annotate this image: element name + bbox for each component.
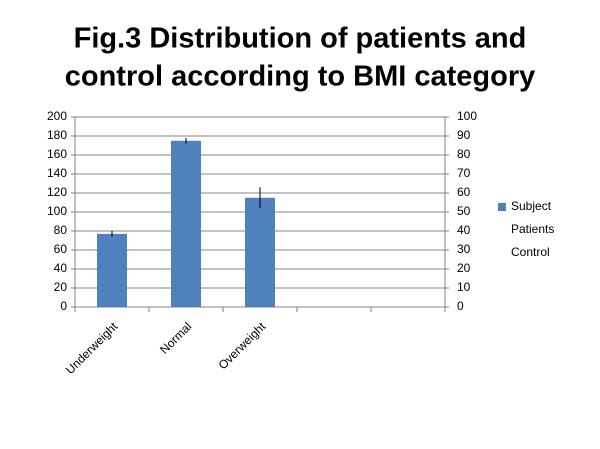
y2-tick-label: 80	[457, 147, 471, 161]
y2-tick-label: 10	[457, 280, 471, 294]
legend-label: Patients	[511, 222, 554, 236]
y2-tick-label: 70	[457, 166, 471, 180]
y2-tick-label: 40	[457, 223, 471, 237]
legend-label: Subject	[511, 199, 552, 213]
x-tick-label: Normal	[157, 319, 194, 356]
y2-tick-label: 20	[457, 261, 471, 275]
y-tick-label: 0	[60, 299, 67, 313]
y2-tick-label: 100	[457, 109, 477, 123]
y2-tick-label: 60	[457, 185, 471, 199]
x-tick-label: Underweight	[63, 319, 121, 377]
y-tick-label: 20	[54, 280, 68, 294]
y-tick-label: 200	[47, 109, 67, 123]
y-tick-label: 120	[47, 185, 67, 199]
legend-swatch	[498, 203, 506, 211]
y-tick-label: 140	[47, 166, 67, 180]
y-tick-label: 180	[47, 128, 67, 142]
y2-tick-label: 30	[457, 242, 471, 256]
y-tick-label: 60	[54, 242, 68, 256]
y-tick-label: 80	[54, 223, 68, 237]
y2-tick-label: 50	[457, 204, 471, 218]
y-tick-label: 160	[47, 147, 67, 161]
y2-tick-label: 0	[457, 299, 464, 313]
legend-label: Control	[511, 245, 550, 259]
chart-title: Fig.3 Distribution of patients and	[74, 23, 527, 55]
bar	[171, 140, 201, 307]
chart-title: control according to BMI category	[65, 61, 536, 93]
bar	[97, 233, 127, 307]
y2-tick-label: 90	[457, 128, 471, 142]
y-tick-label: 40	[54, 261, 68, 275]
y-tick-label: 100	[47, 204, 67, 218]
bar	[245, 197, 275, 307]
x-tick-label: Overweight	[216, 319, 269, 372]
